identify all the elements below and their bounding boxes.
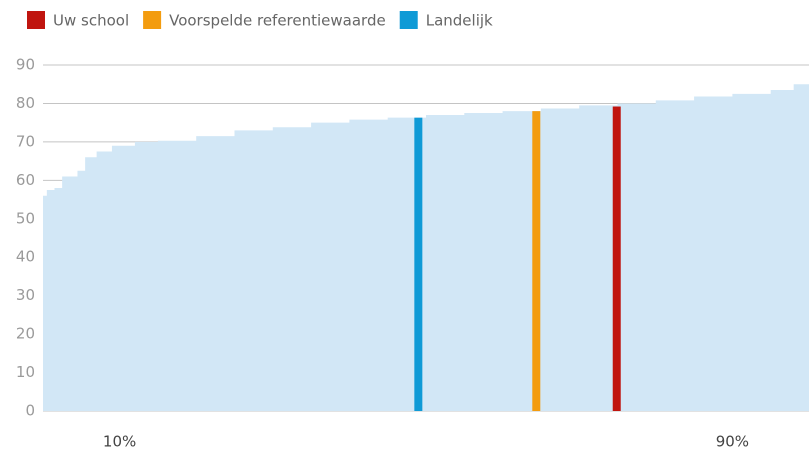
highlight-bar bbox=[414, 117, 423, 412]
y-tick-label: 90 bbox=[16, 56, 35, 74]
y-tick-label: 10 bbox=[16, 363, 35, 381]
legend-label: Uw school bbox=[53, 12, 129, 30]
y-tick-label: 70 bbox=[16, 132, 35, 150]
y-tick-label: 0 bbox=[25, 402, 35, 420]
highlight-bar bbox=[612, 106, 621, 412]
legend-label: Landelijk bbox=[426, 12, 493, 30]
y-tick-label: 40 bbox=[16, 248, 35, 266]
x-tick-label: 10% bbox=[103, 433, 136, 450]
legend-swatch bbox=[399, 11, 418, 29]
y-tick-label: 50 bbox=[16, 209, 35, 227]
y-tick-label: 20 bbox=[16, 325, 35, 343]
legend-swatch bbox=[27, 11, 45, 29]
legend-label: Voorspelde referentiewaarde bbox=[169, 12, 386, 30]
highlight-bar bbox=[532, 111, 541, 411]
y-tick-label: 80 bbox=[16, 94, 35, 112]
legend-swatch bbox=[143, 11, 162, 29]
distribution-area bbox=[43, 78, 809, 411]
y-tick-label: 30 bbox=[16, 286, 35, 304]
x-tick-label: 90% bbox=[716, 433, 749, 450]
y-tick-label: 60 bbox=[16, 171, 35, 189]
